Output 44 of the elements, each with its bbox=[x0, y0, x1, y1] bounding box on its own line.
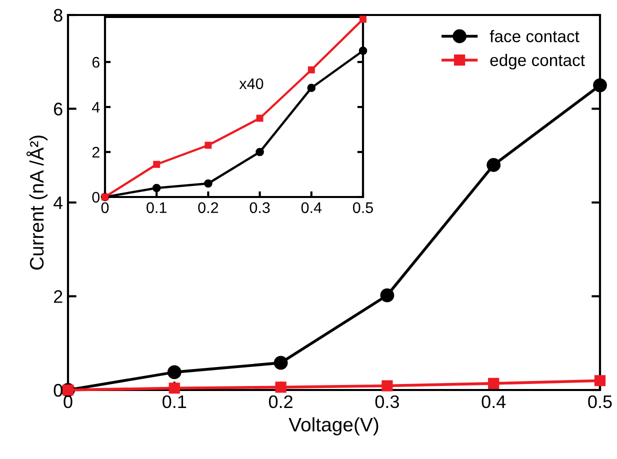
point bbox=[153, 160, 160, 168]
y-tick-label: 4 bbox=[92, 102, 100, 113]
point bbox=[360, 16, 366, 23]
y-tick-label: 2 bbox=[92, 146, 100, 158]
x-tick-label: 0.4 bbox=[482, 395, 506, 408]
point bbox=[168, 382, 180, 394]
y-tick-label: 2 bbox=[54, 290, 62, 303]
point bbox=[380, 288, 394, 302]
point bbox=[204, 179, 212, 188]
point bbox=[382, 380, 393, 392]
x-tick-label: 0.3 bbox=[375, 395, 399, 408]
y-axis-title: Current (nA /Å²) bbox=[26, 136, 48, 270]
point bbox=[358, 46, 368, 55]
point bbox=[593, 78, 607, 92]
x-tick-label: 0.5 bbox=[588, 395, 612, 408]
point bbox=[275, 382, 286, 393]
y-tick-label: 0 bbox=[92, 192, 100, 203]
y-tick-label: 8 bbox=[54, 8, 62, 22]
point bbox=[167, 365, 182, 380]
x-tick-label: 0.4 bbox=[301, 202, 322, 214]
y-tick-label: 4 bbox=[54, 196, 63, 210]
point bbox=[274, 356, 288, 370]
x-tick-label: 0.2 bbox=[268, 395, 292, 408]
legend-label: face contact bbox=[490, 30, 580, 42]
point bbox=[308, 66, 315, 74]
point bbox=[486, 158, 501, 172]
point bbox=[152, 184, 161, 192]
point bbox=[204, 142, 212, 149]
point bbox=[256, 114, 264, 122]
legend-label: edge contact bbox=[490, 54, 585, 70]
point bbox=[488, 378, 500, 389]
annotation: x40 bbox=[239, 78, 264, 90]
x-axis-title: Voltage(V) bbox=[288, 417, 378, 436]
x-tick-label: 0.1 bbox=[146, 202, 166, 214]
point bbox=[594, 375, 606, 386]
y-tick-label: 6 bbox=[54, 102, 62, 116]
x-tick-label: 0.3 bbox=[250, 202, 270, 214]
x-tick-label: 0.1 bbox=[162, 395, 186, 408]
x-tick-label: 0.2 bbox=[198, 202, 218, 214]
y-tick-label: 6 bbox=[92, 56, 100, 68]
point bbox=[307, 84, 316, 92]
x-tick-label: 0 bbox=[101, 202, 109, 214]
x-tick-label: 0.5 bbox=[352, 202, 373, 214]
point bbox=[256, 148, 264, 156]
